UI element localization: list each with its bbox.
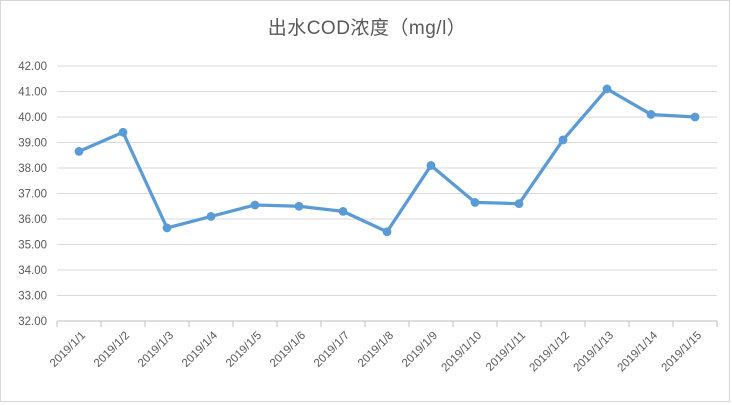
data-point-marker — [162, 223, 172, 233]
x-axis-tick-label: 2019/1/3 — [136, 330, 176, 370]
x-axis-tick-label: 2019/1/7 — [312, 330, 352, 370]
x-axis-tick-label: 2019/1/10 — [439, 330, 484, 375]
y-axis-tick-label: 42.00 — [18, 61, 47, 73]
data-point-marker — [646, 110, 656, 119]
y-axis-tick-label: 32.00 — [18, 316, 47, 328]
x-axis-tick-label: 2019/1/13 — [571, 330, 616, 375]
x-axis-tick-label: 2019/1/2 — [92, 330, 132, 370]
data-point-marker — [118, 127, 128, 137]
data-series-line — [77, 87, 697, 234]
x-axis-tick-label: 2019/1/1 — [48, 330, 88, 370]
data-point-marker — [514, 199, 524, 209]
data-point-marker — [206, 212, 216, 221]
y-axis-tick-label: 40.00 — [18, 112, 47, 124]
data-point-marker — [382, 227, 392, 237]
x-axis-tick-label: 2019/1/12 — [527, 330, 572, 375]
data-point-marker — [558, 135, 568, 145]
x-axis-tick-label: 2019/1/14 — [615, 329, 660, 374]
y-axis-tick-label: 34.00 — [18, 265, 47, 277]
chart-title: 出水COD浓度（mg/l） — [267, 18, 467, 39]
data-point-marker — [690, 112, 700, 122]
data-point-marker — [294, 201, 304, 211]
data-point-marker — [74, 147, 84, 156]
x-axis-tick-label: 2019/1/6 — [268, 330, 308, 370]
data-point-marker — [338, 206, 348, 216]
x-axis-tick-label: 2019/1/9 — [400, 330, 440, 370]
y-axis-tick-label: 36.00 — [18, 214, 47, 226]
y-axis-tick-label: 38.00 — [18, 163, 47, 175]
y-axis-tick-label: 39.00 — [18, 138, 47, 150]
x-axis-tick-label: 2019/1/11 — [484, 330, 528, 374]
x-axis-tick-label: 2019/1/4 — [180, 329, 221, 370]
y-axis-tick-label: 35.00 — [18, 240, 47, 252]
data-point-marker — [470, 198, 480, 207]
data-point-marker — [602, 84, 612, 94]
y-axis-tick-label: 33.00 — [18, 291, 47, 303]
data-point-marker — [250, 200, 260, 210]
data-point-marker — [426, 161, 436, 170]
y-axis-tick-label: 41.00 — [18, 87, 47, 99]
x-axis-tick-label: 2019/1/15 — [659, 330, 704, 375]
x-axis-tick-label: 2019/1/5 — [224, 330, 264, 370]
x-axis-tick-label: 2019/1/8 — [356, 330, 396, 370]
y-axis-tick-label: 37.00 — [18, 189, 47, 201]
